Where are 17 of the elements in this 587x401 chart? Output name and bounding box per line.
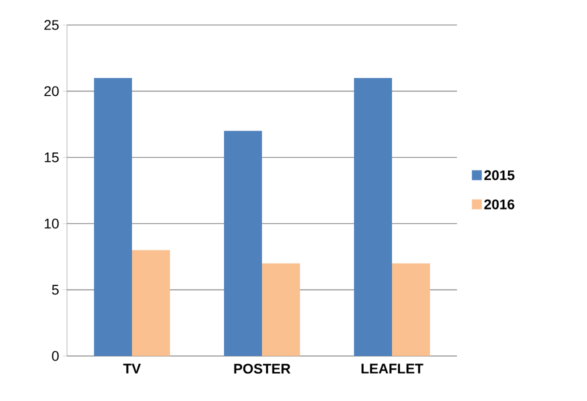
- x-tick-label: TV: [123, 364, 141, 374]
- bar: [262, 263, 300, 356]
- y-tick-label: 10: [44, 218, 59, 229]
- y-tick-label: 20: [44, 86, 59, 96]
- bar: [132, 250, 170, 356]
- bar: [354, 78, 392, 356]
- y-tick-label: 15: [44, 152, 59, 162]
- bar: [94, 78, 132, 356]
- legend-label: 2016: [484, 199, 514, 210]
- x-tick-label: POSTER: [234, 364, 290, 374]
- bar: [224, 130, 262, 356]
- bar: [392, 263, 430, 356]
- y-tick-label: 5: [52, 284, 59, 295]
- y-tick-label: 0: [52, 351, 59, 361]
- x-tick-label: LEAFLET: [362, 364, 424, 374]
- legend-label: 2015: [484, 170, 514, 180]
- y-tick-label: 25: [44, 20, 59, 30]
